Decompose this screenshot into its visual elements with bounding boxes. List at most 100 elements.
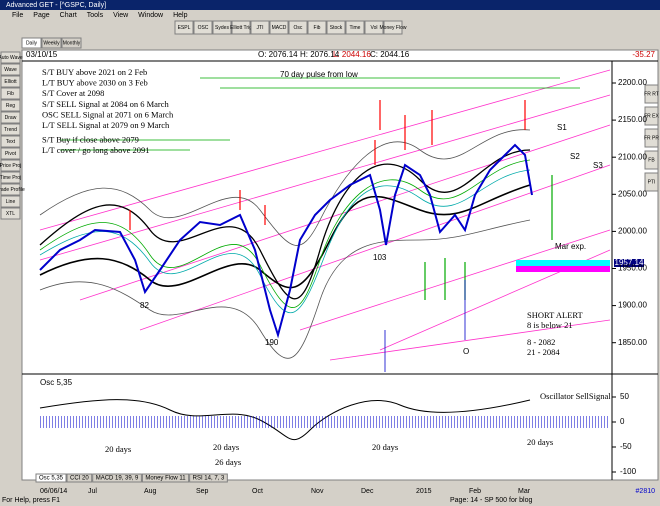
price-zone	[516, 260, 610, 266]
menu-item[interactable]: File	[12, 12, 23, 19]
bottom-tab[interactable]	[189, 473, 228, 483]
toolbar-button[interactable]	[193, 20, 213, 35]
bottom-tab[interactable]	[141, 473, 190, 483]
toolbar-label: Time	[350, 25, 361, 31]
bottom-tab[interactable]	[66, 473, 93, 483]
period-tab[interactable]	[61, 37, 82, 49]
bottom-tab-label[interactable]: Osc 5,35	[39, 476, 64, 482]
sell-arrows	[129, 100, 526, 230]
toolbar-button[interactable]	[269, 20, 289, 35]
annotation: O	[463, 347, 469, 356]
tool-button[interactable]	[0, 99, 21, 112]
period-tab[interactable]	[21, 37, 42, 49]
bottom-tab-label[interactable]: Money Flow 11	[145, 476, 186, 482]
tool-button[interactable]	[0, 171, 21, 184]
osc-days: 26 days	[215, 457, 241, 467]
price-bars	[39, 143, 533, 339]
annotation: 103	[373, 253, 387, 262]
header-change: -35.27	[632, 50, 655, 59]
tool-label: Auto Wave	[0, 55, 23, 61]
price-tick-label: 1850.00	[618, 338, 647, 347]
header-low: L: 2044.16	[333, 50, 371, 59]
toolbar-button[interactable]	[212, 20, 232, 35]
price-zone	[516, 266, 610, 272]
tool-button[interactable]	[0, 75, 21, 88]
signal-note: L/T SELL Signal at 2079 on 9 March	[42, 120, 170, 130]
menu-item[interactable]: Window	[138, 12, 164, 19]
tool-label: FB	[648, 157, 655, 163]
menu-item[interactable]: Page	[33, 12, 49, 19]
tool-button[interactable]	[0, 51, 21, 64]
tool-label: XTL	[6, 211, 15, 217]
toolbar-button[interactable]	[231, 20, 251, 35]
toolbar-button[interactable]	[364, 20, 384, 35]
price-tick-label: 1900.00	[618, 301, 647, 310]
tool-button[interactable]	[644, 150, 659, 170]
date-tick-label: Mar	[518, 488, 531, 495]
date-tick-label: Nov	[311, 488, 324, 495]
bottom-tab-label[interactable]: CCI 20	[70, 476, 89, 482]
tool-button[interactable]	[0, 159, 21, 172]
toolbar-label: OSC	[198, 25, 209, 31]
bottom-tab[interactable]	[92, 473, 142, 483]
menu-item[interactable]: Help	[173, 12, 188, 19]
price-tick-label: 2200.00	[618, 78, 647, 87]
tool-label: Draw	[5, 115, 17, 121]
period-tab[interactable]	[41, 37, 62, 49]
price-tick-label: 1950.00	[618, 264, 647, 273]
tool-button[interactable]	[0, 123, 21, 136]
annotation: 8 - 2082	[527, 337, 555, 347]
toolbar-label: Sydes	[215, 25, 229, 31]
toolbar-button[interactable]	[174, 20, 194, 35]
toolbar-button[interactable]	[326, 20, 346, 35]
bottom-tab-label[interactable]: RSI 14, 7, 3	[193, 476, 225, 482]
tool-button[interactable]	[0, 111, 21, 124]
tool-button[interactable]	[644, 106, 659, 126]
tool-button[interactable]	[644, 172, 659, 192]
menu-item[interactable]: Tools	[87, 12, 104, 19]
status-id: #2810	[636, 488, 656, 495]
tool-button[interactable]	[0, 195, 21, 208]
period-tab-label: Daily	[26, 40, 38, 46]
price-tick-label: 2050.00	[618, 189, 647, 198]
price-tick-label: 2000.00	[618, 227, 647, 236]
bottom-tab-label[interactable]: MACD 19, 39, 9	[96, 476, 139, 482]
tool-button[interactable]	[0, 207, 21, 220]
osc-tick-label: -100	[620, 467, 637, 476]
tool-button[interactable]	[644, 128, 659, 148]
menu-item[interactable]: View	[113, 12, 129, 19]
tool-label: Wave	[4, 67, 17, 73]
menu-item[interactable]: Chart	[60, 12, 77, 19]
tool-button[interactable]	[0, 87, 21, 100]
toolbar-label: ESPL	[178, 25, 191, 31]
toolbar-button[interactable]	[307, 20, 327, 35]
tool-button[interactable]	[0, 183, 21, 196]
toolbar-button[interactable]	[288, 20, 308, 35]
moving-average-8	[39, 159, 531, 308]
toolbar-button[interactable]	[383, 20, 403, 35]
toolbar-label: Stock	[330, 25, 343, 31]
tool-button[interactable]	[644, 84, 659, 104]
price-box	[614, 259, 644, 267]
tool-button[interactable]	[0, 63, 21, 76]
date-tick-label: Dec	[361, 488, 374, 495]
toolbar-button[interactable]	[250, 20, 270, 35]
osc-tick-label: 50	[620, 392, 629, 401]
osc-signal: Oscillator SellSignal	[540, 391, 611, 401]
annotation: 190	[265, 338, 279, 347]
title-bar	[0, 0, 660, 10]
header-high: H: 2076.14	[300, 50, 340, 59]
date-tick-label: Aug	[144, 488, 157, 495]
toolbar-label: Money Flow	[380, 25, 407, 31]
signal-note: S/T BUY above 2021 on 2 Feb	[42, 67, 147, 77]
tool-label: Time Proj	[0, 175, 21, 181]
toolbar-button[interactable]	[345, 20, 365, 35]
tool-button[interactable]	[0, 147, 21, 160]
tool-button[interactable]	[0, 135, 21, 148]
toolbar-label: Vol	[371, 25, 378, 31]
annotation: 82	[140, 301, 149, 310]
bottom-tab[interactable]	[35, 473, 67, 483]
wave-markers	[384, 280, 466, 372]
tool-label: Trend	[4, 127, 17, 133]
